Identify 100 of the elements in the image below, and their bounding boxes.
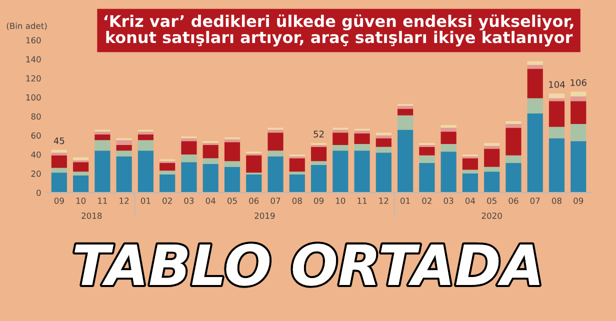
bar: [440, 128, 456, 132]
x-tick-label: 08: [292, 198, 302, 204]
bar: [527, 98, 543, 114]
x-tick-label: 09: [574, 198, 584, 204]
bar: [224, 166, 240, 193]
bar: [202, 164, 218, 193]
bar: [94, 140, 110, 151]
x-tick-label: 09: [54, 198, 64, 204]
bar: [484, 166, 500, 172]
bar: [268, 132, 284, 151]
bar: [310, 164, 327, 193]
bar: [268, 150, 284, 156]
bar: [527, 114, 543, 193]
bar: [181, 162, 197, 193]
x-tick-label: 03: [184, 198, 194, 204]
bar: [51, 150, 67, 153]
bar: [94, 132, 110, 134]
bar: [484, 172, 500, 193]
bar: [332, 150, 348, 193]
bar: [506, 163, 522, 193]
bar: [181, 138, 197, 142]
x-tick-label: 06: [249, 198, 259, 204]
bar: [116, 156, 132, 193]
x-tick-label: 08: [552, 198, 562, 204]
total-label: 104: [549, 81, 565, 88]
bar: [354, 150, 370, 193]
bar: [570, 141, 586, 193]
bar: [398, 108, 414, 116]
bar: [506, 128, 522, 156]
bar: [440, 132, 456, 144]
bar: [310, 161, 327, 165]
bar: [332, 132, 348, 145]
bar: [246, 174, 262, 193]
x-tick-label: 07: [530, 198, 540, 204]
bar: [376, 132, 392, 136]
bar: [94, 134, 110, 140]
bar: [51, 155, 67, 168]
bar: [570, 96, 586, 102]
bar: [354, 134, 370, 144]
x-tick-label: 02: [162, 198, 172, 204]
bar: [570, 101, 586, 124]
bar: [440, 124, 456, 128]
bar: [51, 152, 67, 156]
x-tick-label: 07: [270, 198, 280, 204]
bar: [527, 68, 543, 98]
bar: [160, 170, 176, 174]
x-tick-label: 04: [465, 198, 476, 204]
bar: [268, 130, 284, 133]
y-tick-label: 20: [31, 170, 41, 177]
bar: [376, 138, 392, 147]
bar: [332, 130, 348, 133]
bar: [73, 172, 89, 176]
bar: [138, 132, 154, 134]
bar: [181, 141, 197, 154]
bar: [116, 140, 132, 145]
bar: [202, 144, 218, 158]
y-axis-title: (Bin adet): [6, 22, 47, 30]
bar: [224, 142, 240, 162]
y-tick-label: 140: [26, 56, 41, 62]
bar: [289, 174, 305, 193]
total-label: 106: [570, 79, 586, 86]
bar: [484, 148, 500, 167]
bar: [376, 152, 392, 193]
y-tick-label: 100: [26, 94, 41, 101]
x-tick-label: 01: [140, 198, 150, 204]
bar: [94, 150, 110, 193]
bar: [354, 130, 370, 134]
bar: [398, 115, 414, 130]
bar: [506, 124, 522, 128]
bar: [462, 170, 478, 174]
x-tick-label: 03: [444, 198, 454, 204]
total-label: 52: [314, 130, 324, 138]
bar: [462, 174, 478, 193]
bar: [570, 92, 586, 96]
x-tick-label: 12: [120, 198, 129, 204]
x-tick-label: 12: [379, 198, 388, 204]
y-tick-label: 120: [26, 75, 41, 82]
x-tick-label: 10: [76, 198, 86, 204]
bar: [116, 150, 132, 156]
bar: [289, 158, 305, 172]
x-tick-label: 05: [227, 198, 237, 204]
y-tick-label: 60: [31, 132, 41, 139]
bar: [332, 144, 348, 151]
x-tick-label: 09: [314, 198, 324, 204]
bar: [419, 155, 435, 164]
bar: [484, 146, 500, 149]
x-tick-label: 02: [422, 198, 432, 204]
y-tick-label: 160: [26, 37, 41, 44]
bar: [419, 146, 435, 156]
x-tick-label: 04: [206, 198, 216, 204]
bar: [527, 64, 543, 69]
bar: [51, 168, 67, 173]
bar: [268, 156, 284, 193]
bar: [527, 61, 543, 65]
total-label: 45: [54, 137, 64, 144]
bar: [376, 135, 392, 138]
bar: [506, 155, 522, 164]
bar: [181, 154, 197, 162]
text: 2019: [254, 212, 275, 219]
bar: [398, 130, 414, 193]
